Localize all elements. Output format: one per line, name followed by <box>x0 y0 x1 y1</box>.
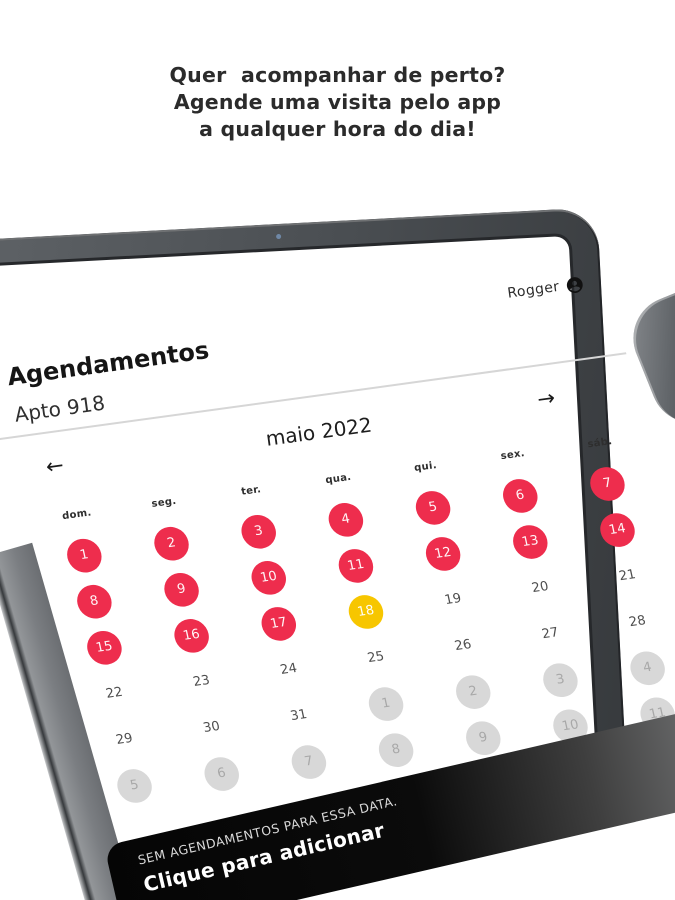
app-screen: Rogger Agendamentos Apto 918 → ← maio 20… <box>0 155 675 864</box>
weekday-label: dom. <box>61 507 93 523</box>
weekday-label: qui. <box>413 460 438 475</box>
weekday-label: ter. <box>240 484 262 498</box>
promo-line-3: a qualquer hora do dia! <box>199 117 476 141</box>
weekday-label: sáb. <box>586 436 614 451</box>
page-title: Agendamentos <box>5 336 211 392</box>
promo-line-2: Agende uma visita pelo app <box>173 90 502 114</box>
account-circle-icon <box>566 276 583 293</box>
weekday-label: seg. <box>150 495 178 511</box>
promo-line-1: Quer acompanhar de perto? <box>169 63 506 87</box>
user-menu[interactable]: Rogger <box>404 272 585 318</box>
promo-text: Quer acompanhar de perto? Agende uma vis… <box>0 62 675 143</box>
user-name: Rogger <box>506 278 561 302</box>
weekday-label: qua. <box>324 471 353 487</box>
unit-label[interactable]: Apto 918 <box>13 390 107 427</box>
weekday-label: sex. <box>500 448 526 463</box>
